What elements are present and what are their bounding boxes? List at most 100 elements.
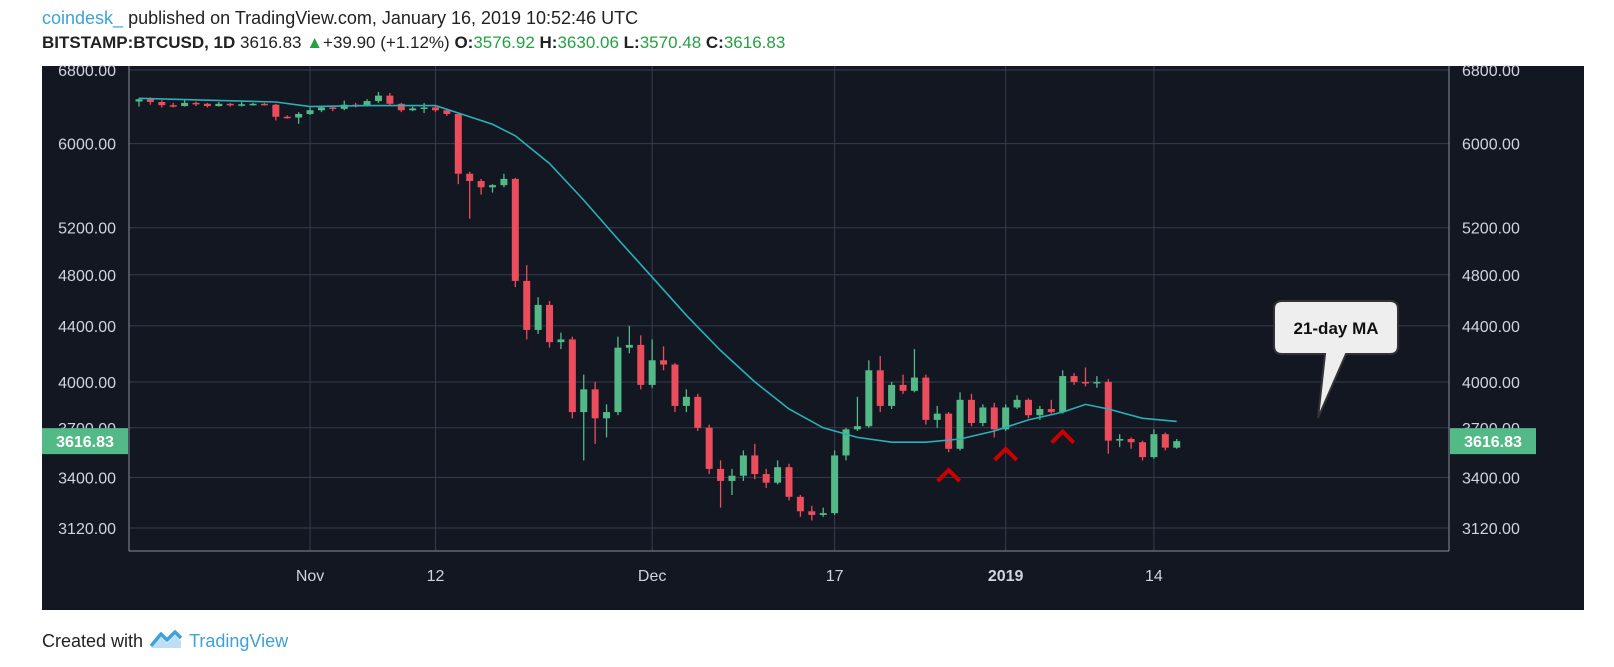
publish-line: coindesk_ published on TradingView.com, …	[42, 6, 1542, 30]
y-tick-label-right: 4000.00	[1462, 375, 1520, 392]
candle-body	[557, 339, 565, 343]
candle-body	[1036, 409, 1044, 416]
support-marker-icon	[1050, 428, 1076, 445]
y-tick-label-right: 6800.00	[1462, 63, 1520, 80]
candle-body	[933, 413, 941, 420]
candle-body	[705, 427, 713, 469]
candle-body	[956, 399, 964, 449]
candle-body	[717, 468, 725, 481]
last-price: 3616.83	[240, 33, 302, 52]
candle-body	[523, 280, 531, 330]
candle-body	[1002, 407, 1010, 430]
axes: 6800.00 6800.00 6000.00 6000.00 5200.00 5200.…	[58, 63, 1520, 585]
candle-body	[739, 455, 747, 476]
tradingview-logo-icon	[149, 628, 183, 655]
low-label: L:	[623, 33, 640, 52]
y-tick-label-left: 4400.00	[58, 319, 116, 336]
candle-body	[682, 396, 690, 406]
y-tick-label-left: 4800.00	[58, 268, 116, 285]
candle-body	[158, 101, 166, 106]
tradingview-link[interactable]: TradingView	[189, 631, 289, 651]
x-tick-label: 2019	[988, 568, 1024, 585]
y-tick-label-right: 3400.00	[1462, 470, 1520, 487]
candle-body	[1070, 376, 1078, 382]
candle-body	[899, 384, 907, 391]
ma21-line	[138, 97, 1177, 444]
candle-body	[637, 344, 645, 385]
author-link[interactable]: coindesk_	[42, 8, 124, 28]
candle-body	[774, 467, 782, 483]
last-price-labels: 3616.83 3616.83	[42, 428, 1536, 455]
y-tick-label-right: 5200.00	[1462, 221, 1520, 238]
candle-body	[1059, 376, 1067, 413]
candle-body	[808, 511, 816, 515]
candle-body	[1139, 442, 1147, 458]
candle-body	[443, 110, 451, 114]
candle-body	[511, 178, 519, 281]
candle-body	[215, 103, 223, 107]
candle-body	[1047, 409, 1055, 413]
y-tick-label-left: 3400.00	[58, 470, 116, 487]
candle-body	[295, 113, 303, 118]
candle-body	[169, 105, 177, 107]
candle-body	[374, 95, 382, 102]
candle-body	[876, 370, 884, 406]
candle-body	[1161, 434, 1169, 448]
candle-body	[1013, 399, 1021, 408]
candle-body	[671, 364, 679, 406]
candle-body	[454, 113, 462, 174]
candle-body	[945, 413, 953, 449]
y-tick-label-right: 4400.00	[1462, 319, 1520, 336]
candle-body	[785, 467, 793, 497]
candle-body	[283, 116, 291, 119]
last-price-label-right: 3616.83	[1464, 434, 1522, 451]
candle-body	[386, 95, 394, 104]
candle-body	[249, 103, 257, 106]
candle-body	[819, 513, 827, 515]
candle-body	[135, 99, 143, 102]
candle-body	[1173, 441, 1181, 448]
candle-body	[1104, 381, 1112, 441]
candle-body	[853, 426, 861, 430]
candle-body	[648, 360, 656, 385]
quote-line: BITSTAMP:BTCUSD, 1D 3616.83 ▲+39.90 (+1.…	[42, 30, 1542, 56]
x-tick-label: 17	[826, 568, 844, 585]
up-arrow-icon: ▲	[306, 33, 324, 52]
y-tick-label-left: 4000.00	[58, 375, 116, 392]
chart-header: coindesk_ published on TradingView.com, …	[42, 6, 1542, 56]
candle-body	[466, 173, 474, 181]
candle-body	[580, 389, 588, 413]
x-tick-label: 14	[1145, 568, 1163, 585]
candle-body	[329, 107, 337, 109]
candle-body	[796, 496, 804, 512]
candle-body	[431, 107, 439, 111]
close-label: C:	[705, 33, 724, 52]
candle-body	[990, 407, 998, 430]
candle-body	[728, 475, 736, 481]
support-marker-icon	[993, 446, 1019, 462]
candle-body	[238, 104, 246, 106]
candle-body	[865, 370, 873, 427]
symbol-label: BITSTAMP:BTCUSD, 1D	[42, 33, 236, 52]
last-price-badge-right	[1450, 428, 1536, 455]
candle-body	[317, 107, 325, 111]
candle-body	[603, 412, 611, 419]
moving-average	[138, 97, 1177, 444]
support-marker-icon	[936, 467, 962, 483]
footer: Created with TradingView	[42, 628, 288, 655]
candle-body	[409, 108, 417, 111]
candle-body	[226, 103, 234, 106]
candle-body	[420, 107, 428, 109]
open-value: 3576.92	[473, 33, 535, 52]
candle-body	[751, 455, 759, 475]
candle-body	[967, 399, 975, 424]
candle-body	[260, 103, 268, 106]
candle-body	[591, 389, 599, 419]
candle-body	[363, 101, 371, 106]
low-value: 3570.48	[639, 33, 702, 52]
candle-body	[272, 104, 280, 117]
candle-body	[660, 360, 668, 365]
candle-body	[192, 102, 200, 105]
